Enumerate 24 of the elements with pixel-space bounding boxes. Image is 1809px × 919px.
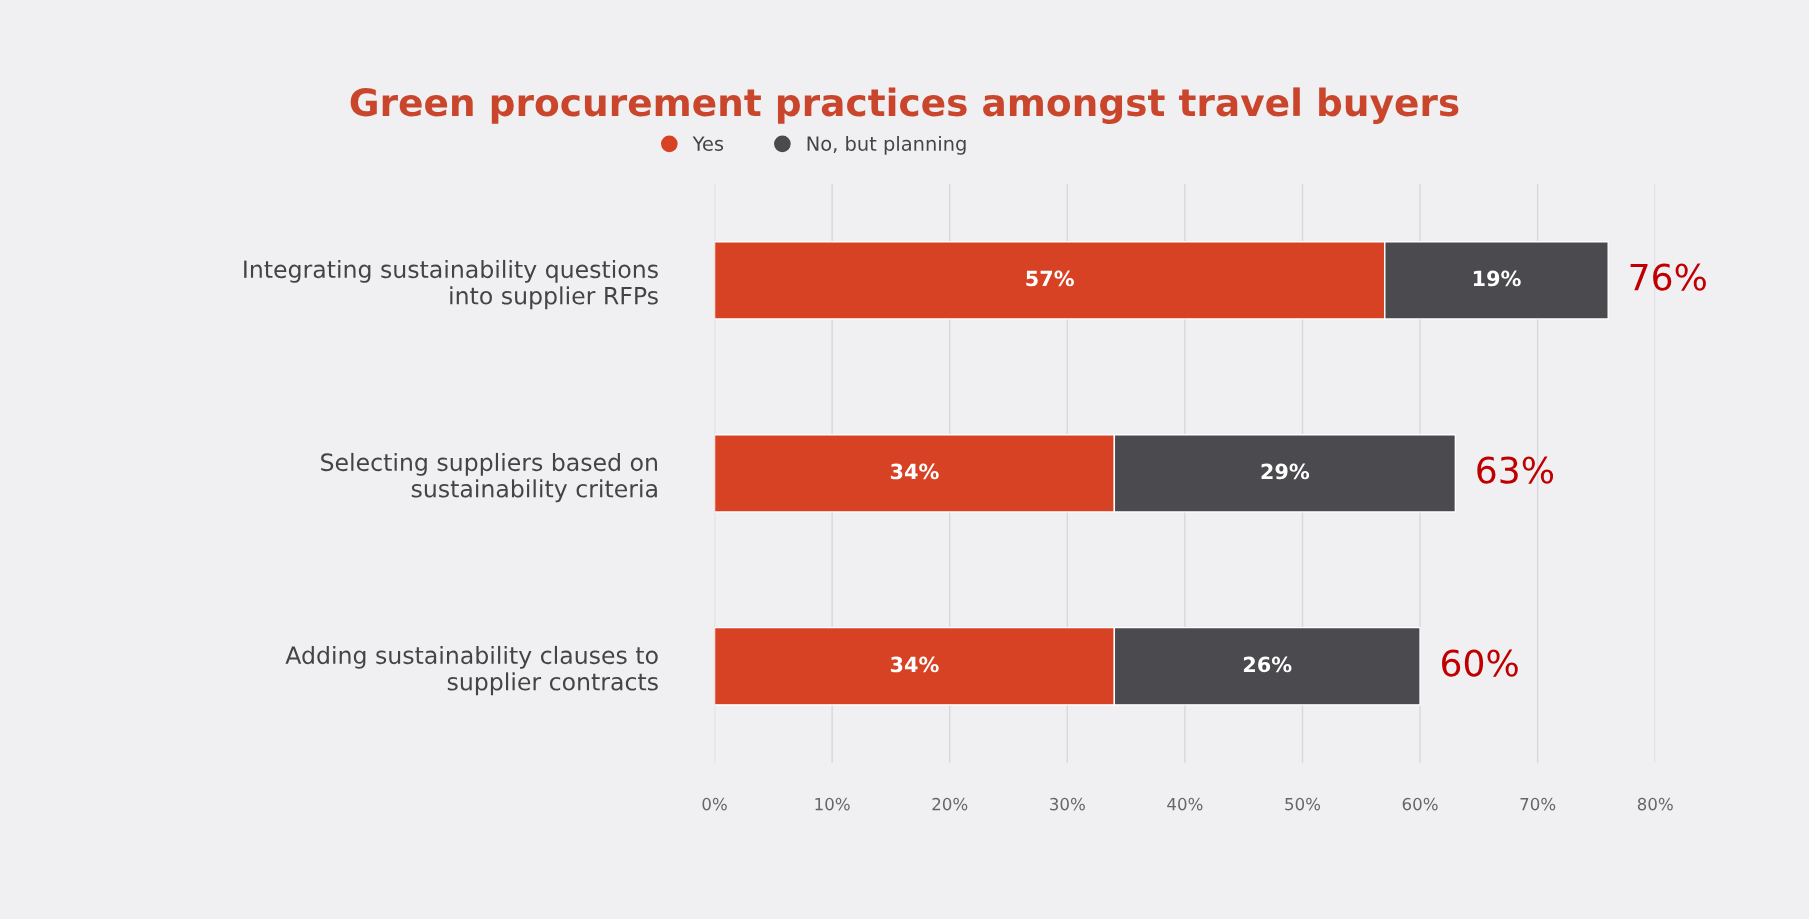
data-label: 34% — [890, 463, 939, 480]
x-tick-label: 30% — [1050, 797, 1085, 811]
legend-label: No, but planning — [807, 135, 966, 155]
total-label: 63% — [1477, 456, 1554, 484]
y-tick-label: Selecting suppliers based on sustainability criteria — [321, 452, 657, 503]
data-label: 26% — [1243, 656, 1292, 673]
y-tick-label: Integrating sustainability questions into supplier RFPs — [244, 259, 658, 310]
data-label: 29% — [1261, 463, 1310, 480]
chart-title: Green procurement practices amongst travel buyers — [350, 87, 1459, 124]
data-label: 19% — [1473, 270, 1521, 287]
x-tick-label: 40% — [1167, 797, 1203, 811]
total-label: 60% — [1442, 649, 1518, 677]
x-tick-label: 80% — [1637, 797, 1673, 811]
data-label: 57% — [1026, 270, 1074, 287]
total-label: 76% — [1630, 263, 1706, 291]
x-tick-label: 20% — [932, 797, 968, 811]
data-label: 34% — [890, 656, 939, 673]
x-tick-label: 0% — [702, 797, 727, 811]
x-tick-label: 50% — [1285, 797, 1321, 811]
x-tick-label: 10% — [815, 797, 850, 811]
x-tick-label: 70% — [1520, 797, 1556, 811]
x-tick-label: 60% — [1402, 797, 1438, 811]
legend-label: Yes — [692, 136, 724, 151]
y-tick-label: Adding sustainability clauses to supplier contracts — [285, 645, 658, 696]
